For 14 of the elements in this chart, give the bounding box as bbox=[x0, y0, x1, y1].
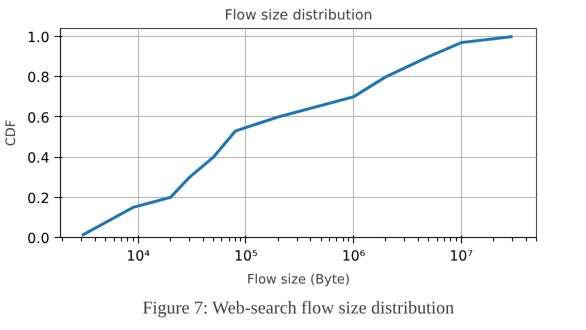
x-tick-label: 10⁴ bbox=[126, 248, 150, 264]
y-tick-label: 0.4 bbox=[27, 150, 50, 167]
x-tick-label: 10⁷ bbox=[450, 248, 473, 264]
y-tick-label: 0.2 bbox=[27, 190, 50, 207]
x-tick-label: 10⁶ bbox=[342, 248, 366, 264]
y-tick-label: 0.0 bbox=[27, 231, 50, 247]
y-tick-label: 0.8 bbox=[27, 70, 50, 86]
caption: Figure 7: Web-search flow size distribution bbox=[142, 298, 454, 318]
y-tick-label: 1.0 bbox=[27, 30, 50, 46]
y-axis-title: CDF bbox=[4, 120, 20, 146]
x-axis-title: Flow size (Byte) bbox=[247, 272, 350, 288]
x-tick-label: 10⁵ bbox=[234, 248, 258, 264]
y-tick-label: 0.6 bbox=[27, 110, 50, 126]
chart-title: Flow size distribution bbox=[224, 8, 372, 24]
